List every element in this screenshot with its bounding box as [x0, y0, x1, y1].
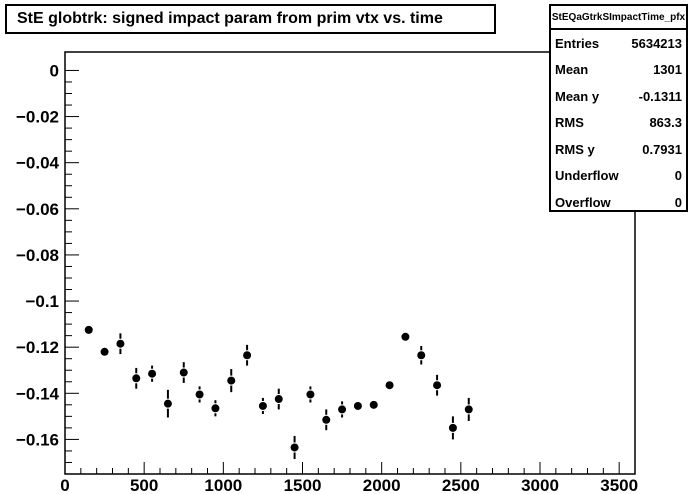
data-point — [353, 401, 362, 410]
data-point — [306, 390, 315, 399]
stats-row: Underflow 0 — [551, 163, 686, 190]
x-tick-label: 1500 — [284, 476, 322, 494]
y-tick-label: −0.16 — [16, 430, 59, 449]
stats-label: Overflow — [555, 194, 611, 210]
y-tick-label: −0.08 — [16, 246, 59, 265]
x-tick-label: 1000 — [204, 476, 242, 494]
data-point — [322, 415, 331, 424]
stats-row: RMS y 0.7931 — [551, 136, 686, 163]
stats-row: Mean y -0.1311 — [551, 83, 686, 110]
x-tick-label: 500 — [130, 476, 158, 494]
y-tick-label: 0 — [50, 61, 59, 80]
stats-label: Entries — [555, 35, 600, 51]
stats-row: RMS 863.3 — [551, 110, 686, 137]
data-point — [211, 404, 220, 413]
data-point — [290, 443, 299, 452]
data-point — [84, 325, 93, 334]
x-tick-label: 3500 — [600, 476, 638, 494]
chart-title-box: StE globtrk: signed impact param from pr… — [5, 4, 496, 34]
stats-value: 0 — [674, 194, 682, 210]
stats-value: 1301 — [653, 62, 682, 78]
data-point — [195, 390, 204, 399]
y-tick-label: −0.14 — [16, 384, 60, 403]
stats-rows: Entries 5634213 Mean 1301 Mean y -0.1311 RMS 86… — [551, 30, 686, 216]
data-point — [274, 395, 283, 404]
data-point — [179, 368, 188, 377]
data-point — [132, 374, 141, 383]
chart-title: StE globtrk: signed impact param from pr… — [17, 10, 443, 27]
y-tick-label: −0.04 — [16, 154, 60, 173]
axes: 0 500 1000 1500 2000 2500 3000 3500 0 −0.02 −0.04 −… — [16, 61, 638, 494]
stats-label: Mean — [555, 62, 589, 78]
data-point — [385, 381, 394, 390]
data-point — [401, 332, 410, 341]
x-tick-label: 2500 — [442, 476, 480, 494]
stats-value: 5634213 — [631, 35, 682, 51]
x-tick-label: 2000 — [363, 476, 401, 494]
x-tick-label: 0 — [60, 476, 69, 494]
stats-label: Mean y — [555, 88, 600, 104]
data-point — [258, 401, 267, 410]
data-point — [163, 399, 172, 408]
data-point — [100, 347, 109, 356]
y-tick-label: −0.12 — [16, 338, 59, 357]
stats-row: Entries 5634213 — [551, 30, 686, 57]
data-point — [116, 339, 125, 348]
y-tick-label: −0.06 — [16, 200, 59, 219]
data-point — [148, 369, 157, 378]
data-point — [369, 400, 378, 409]
y-tick-label: −0.02 — [16, 108, 59, 127]
data-point — [227, 376, 236, 385]
stats-value: 863.3 — [649, 115, 682, 131]
data-point — [338, 405, 347, 414]
stats-value: 0 — [674, 168, 682, 184]
data-point — [464, 405, 473, 414]
stats-label: RMS y — [555, 141, 595, 157]
x-tick-label: 3000 — [521, 476, 559, 494]
stats-label: RMS — [555, 115, 584, 131]
data-points — [84, 325, 473, 460]
data-point — [433, 381, 442, 390]
stats-row: Overflow 0 — [551, 189, 686, 216]
stats-header: StEQaGtrkSImpactTime_pfx — [551, 6, 686, 30]
data-point — [448, 423, 457, 432]
stats-value: 0.7931 — [642, 141, 682, 157]
data-point — [417, 351, 426, 360]
stats-label: Underflow — [555, 168, 619, 184]
stats-row: Mean 1301 — [551, 57, 686, 84]
stats-box: StEQaGtrkSImpactTime_pfx Entries 5634213 M… — [549, 4, 688, 212]
stats-value: -0.1311 — [638, 88, 682, 104]
data-point — [243, 351, 252, 360]
y-tick-label: −0.1 — [25, 292, 59, 311]
